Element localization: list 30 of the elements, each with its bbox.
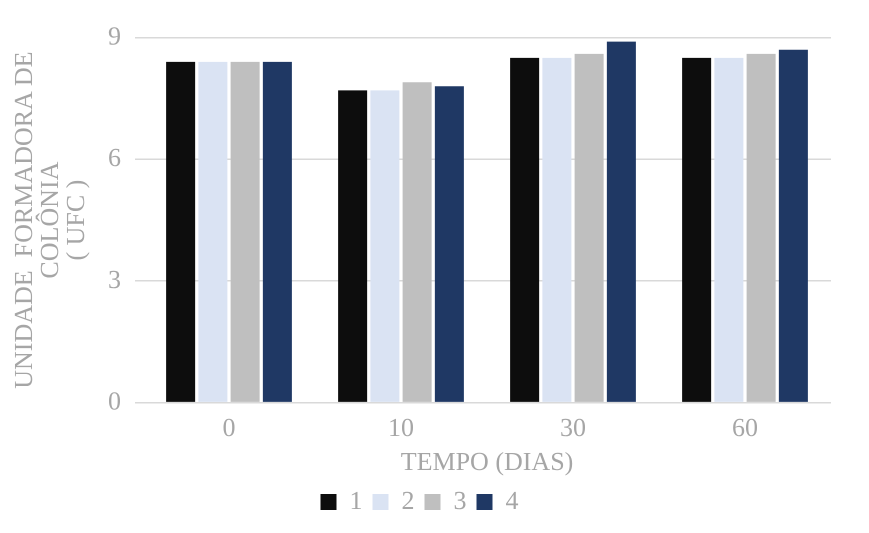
legend-label: 4 (506, 486, 518, 515)
bar (262, 62, 292, 402)
bar (714, 58, 744, 402)
bar (434, 86, 464, 402)
legend-label: 3 (454, 486, 466, 515)
bar (338, 90, 368, 402)
x-tick-label: 10 (388, 413, 414, 442)
y-tick-label: 9 (108, 21, 121, 50)
bar (542, 58, 572, 402)
bar (230, 62, 260, 402)
y-tick-label: 6 (108, 143, 121, 172)
x-tick-label: 30 (560, 413, 586, 442)
x-axis-title: TEMPO (DIAS) (400, 447, 574, 476)
legend-label: 1 (350, 486, 362, 515)
bar (746, 54, 776, 402)
y-tick-label: 3 (108, 264, 121, 294)
bar (606, 42, 636, 402)
bar (166, 62, 196, 402)
bar (574, 54, 604, 402)
bar (682, 58, 712, 402)
y-axis-title: UNIDADE FORMADORA DE COLÔNIA ( UFC ) (8, 51, 90, 389)
bar (198, 62, 228, 402)
bar (510, 58, 540, 402)
x-tick-label: 60 (732, 413, 758, 442)
x-tick-label: 0 (222, 413, 236, 442)
bar (778, 50, 808, 402)
bar (402, 82, 432, 402)
legend-label: 2 (402, 486, 414, 515)
bar (370, 90, 400, 402)
y-tick-label: 0 (108, 386, 121, 416)
